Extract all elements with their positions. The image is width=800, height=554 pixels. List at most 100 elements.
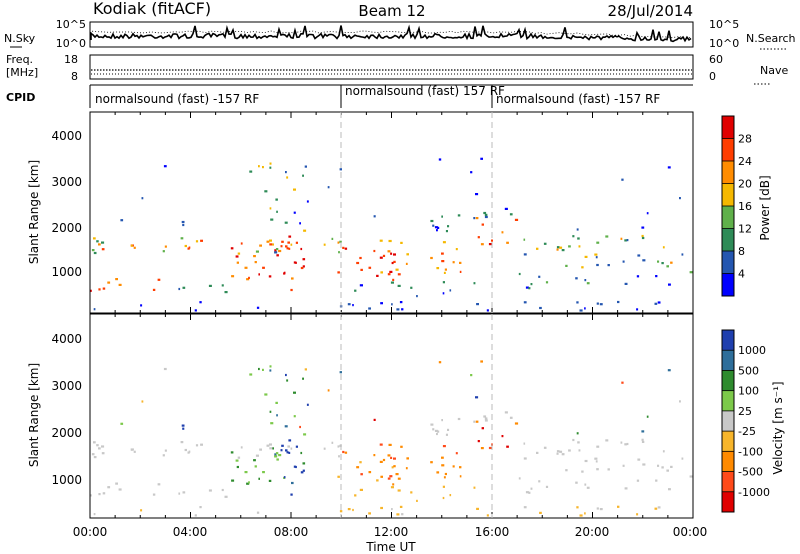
- power-cell: [579, 309, 583, 312]
- power-cell: [441, 252, 444, 255]
- velocity-cell: [262, 368, 264, 371]
- power-cell: [181, 220, 185, 224]
- velocity-cell: [605, 439, 609, 442]
- power-cell: [389, 270, 393, 273]
- velocity-cell: [577, 441, 580, 444]
- power-cell: [661, 262, 664, 265]
- velocity-cell: [275, 452, 279, 455]
- velocity-cell: [342, 450, 345, 454]
- power-cell: [666, 265, 669, 268]
- velocity-cell: [441, 456, 444, 459]
- power-cell: [269, 243, 273, 246]
- time-axis: 00:00 04:00 08:00 12:00 16:00 20:00 00:0…: [73, 525, 708, 554]
- velocity-cell: [528, 491, 531, 494]
- velocity-cell: [405, 467, 408, 470]
- power-cell: [545, 281, 549, 284]
- velocity-cell: [410, 491, 413, 494]
- velocity-cell: [244, 471, 248, 474]
- power-colorbar: 28 24 20 16 12 8 4: [721, 115, 752, 297]
- velocity-cell: [302, 377, 304, 380]
- velocity-cell: [354, 494, 357, 497]
- power-cell: [93, 308, 96, 311]
- power-cell: [457, 214, 461, 217]
- vel-ytick-1000: 1000: [51, 473, 82, 487]
- power-cell: [237, 252, 241, 255]
- velocity-cell: [300, 471, 304, 474]
- power-cell: [164, 245, 167, 248]
- power-cell: [436, 267, 440, 270]
- power-cell: [347, 303, 351, 306]
- power-cell: [441, 260, 445, 263]
- velocity-cell: [667, 369, 671, 372]
- velocity-cell: [290, 493, 293, 496]
- power-cell: [101, 241, 105, 244]
- velocity-cell: [443, 476, 446, 479]
- velocity-cell: [484, 417, 488, 420]
- velocity-cell: [288, 439, 292, 442]
- power-cell: [559, 246, 563, 249]
- velocity-cell: [246, 482, 250, 485]
- velocity-cell: [539, 511, 542, 514]
- colorbar-tick-label: 500: [738, 364, 759, 377]
- power-cell: [504, 207, 508, 210]
- power-cell: [291, 277, 294, 280]
- colorbar-swatch: [722, 350, 734, 371]
- power-cell: [584, 255, 588, 258]
- velocity-cell: [501, 435, 504, 438]
- velocity-cell: [337, 475, 340, 478]
- freq-tick-top: 18: [64, 53, 78, 66]
- power-cell: [399, 301, 403, 304]
- colorbar-swatch: [722, 228, 734, 252]
- power-cell: [447, 225, 450, 228]
- velocity-cell: [101, 445, 105, 448]
- power-cell: [596, 302, 599, 305]
- colorbar-swatch: [722, 451, 734, 472]
- velocity-cell: [607, 468, 610, 471]
- power-cell: [393, 253, 396, 256]
- power-cell: [481, 223, 484, 226]
- power-cell: [397, 273, 401, 276]
- power-cell: [221, 284, 224, 287]
- velocity-cell: [575, 481, 578, 484]
- velocity-cell: [561, 453, 565, 456]
- power-cell: [576, 301, 579, 304]
- cpid-strip: CPID normalsound (fast) -157 RF normalso…: [6, 84, 693, 108]
- velocity-cell: [339, 371, 342, 374]
- power-cell: [266, 240, 270, 243]
- power-cell: [152, 288, 156, 291]
- nsky-label: N.Sky: [4, 32, 36, 45]
- velocity-cell: [272, 447, 274, 450]
- power-cell: [246, 278, 250, 281]
- velocity-cell: [506, 445, 509, 448]
- power-cell: [141, 197, 144, 200]
- velocity-cell: [401, 513, 404, 516]
- power-cell: [393, 260, 396, 263]
- velocity-cell: [572, 438, 575, 442]
- power-cell: [432, 224, 435, 227]
- velocity-cell: [459, 475, 462, 478]
- velocity-cell: [646, 415, 649, 418]
- power-cell: [523, 253, 527, 256]
- power-cell: [437, 226, 440, 229]
- power-cell: [449, 289, 452, 292]
- velocity-cell: [599, 508, 603, 511]
- velocity-cell: [430, 461, 433, 464]
- velocity-frame: [89, 313, 694, 519]
- power-cell: [514, 218, 519, 221]
- power-cell: [327, 186, 330, 189]
- power-cell: [269, 162, 272, 165]
- velocity-cell: [536, 451, 539, 454]
- xtick-2400: 00:00: [673, 525, 708, 539]
- power-cell: [624, 239, 627, 242]
- power-cell: [486, 309, 489, 312]
- velocity-cell: [399, 505, 403, 508]
- power-cell: [300, 247, 303, 251]
- colorbar-swatch: [722, 116, 734, 139]
- velocity-cell: [584, 483, 587, 486]
- velocity-cell: [287, 445, 290, 448]
- colorbar-swatch: [722, 251, 734, 274]
- power-cell: [689, 271, 693, 274]
- velocity-cell: [624, 443, 627, 446]
- power-cell: [275, 198, 278, 201]
- velocity-cell: [266, 444, 270, 447]
